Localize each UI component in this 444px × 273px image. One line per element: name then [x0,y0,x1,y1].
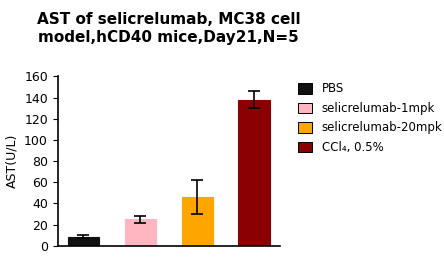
Bar [68,237,99,246]
Bar [125,219,156,246]
Bar [182,197,213,246]
Bar [238,100,270,246]
Y-axis label: AST(U/L): AST(U/L) [6,134,19,188]
Text: AST of selicrelumab, MC38 cell
model,hCD40 mice,Day21,N=5: AST of selicrelumab, MC38 cell model,hCD… [37,12,301,45]
Legend: PBS, selicrelumab-1mpk, selicrelumab-20mpk, CCl₄, 0.5%: PBS, selicrelumab-1mpk, selicrelumab-20m… [294,79,444,158]
